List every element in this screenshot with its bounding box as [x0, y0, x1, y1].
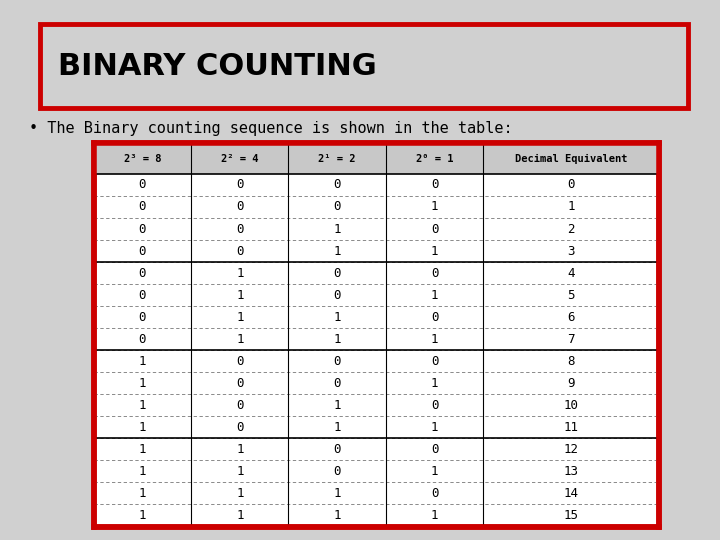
Text: 1: 1 [333, 245, 341, 258]
Text: 0: 0 [431, 443, 438, 456]
Text: 0: 0 [431, 178, 438, 192]
Text: 1: 1 [138, 465, 146, 478]
Text: 0: 0 [333, 465, 341, 478]
Text: 1: 1 [333, 509, 341, 522]
Text: 10: 10 [564, 399, 579, 412]
Text: 1: 1 [333, 399, 341, 412]
Text: 0: 0 [236, 377, 243, 390]
Text: 3: 3 [567, 245, 575, 258]
Text: 1: 1 [138, 355, 146, 368]
Text: 0: 0 [333, 289, 341, 302]
Text: 0: 0 [431, 222, 438, 235]
Text: 1: 1 [431, 465, 438, 478]
Text: 0: 0 [431, 487, 438, 500]
Text: 0: 0 [333, 355, 341, 368]
Text: 1: 1 [431, 333, 438, 346]
Text: Decimal Equivalent: Decimal Equivalent [515, 153, 627, 164]
FancyBboxPatch shape [94, 143, 659, 174]
Text: 9: 9 [567, 377, 575, 390]
Text: 1: 1 [138, 509, 146, 522]
Text: 0: 0 [333, 267, 341, 280]
Text: 2³ = 8: 2³ = 8 [124, 153, 161, 164]
Text: 0: 0 [333, 200, 341, 213]
Text: 2⁰ = 1: 2⁰ = 1 [416, 153, 454, 164]
Text: 0: 0 [236, 200, 243, 213]
Text: 1: 1 [236, 443, 243, 456]
Text: 1: 1 [236, 267, 243, 280]
Text: 1: 1 [138, 399, 146, 412]
Text: 0: 0 [431, 267, 438, 280]
Text: 0: 0 [138, 222, 146, 235]
Text: • The Binary counting sequence is shown in the table:: • The Binary counting sequence is shown … [29, 122, 513, 137]
Text: 0: 0 [236, 421, 243, 434]
Text: 1: 1 [138, 421, 146, 434]
Text: 14: 14 [564, 487, 579, 500]
Text: 11: 11 [564, 421, 579, 434]
Text: 1: 1 [236, 310, 243, 323]
Text: 0: 0 [138, 178, 146, 192]
Text: 1: 1 [431, 289, 438, 302]
Text: 1: 1 [138, 377, 146, 390]
Text: 0: 0 [236, 222, 243, 235]
Text: BINARY COUNTING: BINARY COUNTING [58, 52, 377, 80]
Text: 5: 5 [567, 289, 575, 302]
Text: 12: 12 [564, 443, 579, 456]
Text: 1: 1 [333, 310, 341, 323]
Text: 6: 6 [567, 310, 575, 323]
Text: 0: 0 [138, 267, 146, 280]
Text: 1: 1 [431, 200, 438, 213]
Text: 0: 0 [236, 245, 243, 258]
Text: 0: 0 [138, 245, 146, 258]
Text: 1: 1 [333, 333, 341, 346]
Text: 13: 13 [564, 465, 579, 478]
Text: 1: 1 [236, 509, 243, 522]
Text: 1: 1 [236, 289, 243, 302]
Text: 0: 0 [431, 310, 438, 323]
Text: 0: 0 [333, 178, 341, 192]
Text: 7: 7 [567, 333, 575, 346]
Text: 1: 1 [333, 222, 341, 235]
Text: 0: 0 [333, 377, 341, 390]
FancyBboxPatch shape [40, 24, 688, 108]
Text: 1: 1 [236, 465, 243, 478]
Text: 0: 0 [431, 355, 438, 368]
Text: 2: 2 [567, 222, 575, 235]
Text: 1: 1 [236, 333, 243, 346]
Text: 1: 1 [567, 200, 575, 213]
Text: 0: 0 [431, 399, 438, 412]
Text: 1: 1 [431, 245, 438, 258]
Text: 1: 1 [333, 421, 341, 434]
Text: 0: 0 [236, 355, 243, 368]
Text: 0: 0 [138, 310, 146, 323]
Text: 0: 0 [138, 200, 146, 213]
Text: 4: 4 [567, 267, 575, 280]
Text: 0: 0 [138, 289, 146, 302]
Text: 1: 1 [236, 487, 243, 500]
Text: 0: 0 [567, 178, 575, 192]
Text: 1: 1 [431, 377, 438, 390]
Text: 8: 8 [567, 355, 575, 368]
Text: 2² = 4: 2² = 4 [221, 153, 258, 164]
Text: 1: 1 [431, 421, 438, 434]
Text: 0: 0 [333, 443, 341, 456]
Text: 1: 1 [138, 443, 146, 456]
Text: 1: 1 [138, 487, 146, 500]
Text: 1: 1 [431, 509, 438, 522]
Text: 15: 15 [564, 509, 579, 522]
Text: 1: 1 [333, 487, 341, 500]
Text: 2¹ = 2: 2¹ = 2 [318, 153, 356, 164]
Text: 0: 0 [236, 399, 243, 412]
Text: 0: 0 [236, 178, 243, 192]
Text: 0: 0 [138, 333, 146, 346]
FancyBboxPatch shape [94, 143, 659, 526]
